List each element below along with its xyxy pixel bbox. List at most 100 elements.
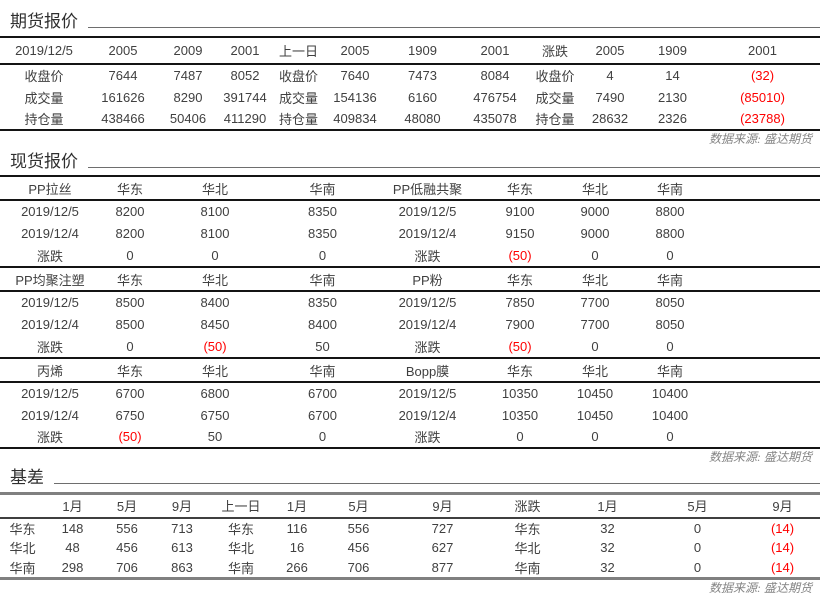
table-row: 2019/12/5 2005 2009 2001 上一日 2005 1909 2001 涨跌 20… [0, 37, 820, 64]
table-cell [710, 426, 820, 448]
table-cell: 8052 [230, 68, 260, 83]
spot-band-1-head: PP拉丝 华东 华北 华南 PP低融共聚 华东 华北 华南 [0, 176, 820, 200]
table-cell: (14) [770, 520, 795, 536]
table-cell: 266 [286, 559, 308, 575]
table-cell: 0 [666, 338, 674, 354]
table-cell: 435078 [473, 111, 517, 126]
table-cell: 8350 [308, 225, 337, 241]
table-cell: 5月 [116, 499, 138, 515]
table-cell: 148 [61, 520, 84, 536]
spot-table-band-3: 丙烯 华东 华北 华南 Bopp膜 华东 华北 华南 2019/12/5 6700 6800 670… [0, 357, 820, 449]
table-cell: 华东 [9, 521, 36, 537]
table-cell: 8400 [200, 295, 230, 310]
table-cell: 9100 [505, 204, 535, 219]
table-cell: 成交量 [535, 90, 575, 106]
table-cell: 0 [591, 338, 599, 354]
table-cell: 2001 [748, 43, 777, 58]
futures-source-note: 数据来源: 盛达期货 [709, 132, 812, 146]
table-cell: 华南 [656, 181, 683, 197]
table-cell [710, 222, 820, 244]
table-cell: 华南 [309, 181, 336, 197]
table-row: 2019/12/4 8200 8100 8350 2019/12/4 9150 9000 88… [0, 222, 820, 244]
table-cell [710, 404, 820, 426]
basis-table: 1月 5月 9月 上一日 1月 5月 9月 涨跌 1月 5月 9月 华东 148 556 713 华东 116… [0, 492, 820, 580]
table-cell: 7700 [580, 295, 610, 310]
basis-section: 基差 1月 5月 9月 上一日 1月 5月 9月 涨跌 1月 5月 9月 华东 148 556 713 华东… [0, 464, 820, 595]
table-cell: 上一日 [221, 499, 261, 515]
table-cell: 8350 [308, 295, 337, 310]
table-cell: 0 [591, 247, 599, 263]
table-cell: 涨跌 [414, 339, 441, 355]
table-cell: 0 [666, 429, 674, 444]
title-rule [88, 27, 820, 28]
table-cell: 华北 [201, 272, 228, 288]
table-cell: 收盘价 [24, 69, 64, 84]
table-cell: 8100 [200, 204, 230, 219]
table-cell: 8290 [173, 89, 203, 105]
basis-title-text: 基差 [10, 468, 44, 487]
table-cell: 1月 [62, 499, 83, 515]
table-cell: 556 [116, 520, 138, 536]
table-cell: 8800 [655, 225, 685, 241]
table-cell: 2019/12/5 [21, 295, 79, 310]
table-cell: 华东 [116, 181, 143, 197]
table-cell: 2009 [173, 43, 203, 58]
table-cell: 7473 [408, 68, 437, 83]
table-cell: 0 [693, 540, 702, 555]
table-cell: 9月 [772, 499, 793, 515]
table-cell: 成交量 [278, 90, 318, 106]
table-cell: 438466 [101, 111, 145, 126]
table-cell: 0 [318, 429, 327, 444]
table-cell: 8800 [655, 204, 685, 219]
table-cell: 391744 [223, 89, 267, 105]
table-cell: 456 [347, 540, 370, 555]
table-cell: 4 [606, 68, 614, 83]
table-cell: 2019/12/4 [398, 407, 457, 423]
table-cell: 持仓量 [24, 112, 64, 127]
table-cell: (14) [770, 540, 795, 555]
table-cell [710, 313, 820, 335]
table-cell: 50 [315, 338, 330, 354]
table-cell: 6700 [308, 386, 337, 401]
futures-title-text: 期货报价 [10, 12, 78, 31]
table-cell: 556 [347, 520, 370, 536]
table-cell: 10350 [501, 386, 539, 401]
table-cell: PP拉丝 [28, 181, 72, 197]
table-row: 涨跌 0 0 0 涨跌 (50) 0 0 [0, 244, 820, 266]
table-cell: 9000 [580, 204, 610, 219]
table-cell: 8200 [115, 204, 145, 219]
table-row: PP拉丝 华东 华北 华南 PP低融共聚 华东 华北 华南 [0, 176, 820, 200]
table-cell [710, 382, 820, 404]
table-cell: 2005 [340, 43, 370, 58]
table-cell: 2019/12/4 [21, 225, 79, 241]
spot-band-3-body: 2019/12/5 6700 6800 6700 2019/12/5 10350 10450… [0, 382, 820, 448]
table-cell: 50406 [169, 111, 207, 126]
table-cell: 华南 [227, 560, 254, 576]
table-cell: 8450 [200, 316, 230, 332]
table-cell: 华东 [514, 521, 541, 537]
spot-band-2-head: PP均聚注塑 华东 华北 华南 PP粉 华东 华北 华南 [0, 267, 820, 291]
table-cell: 2326 [658, 111, 687, 126]
table-cell [710, 358, 820, 382]
basis-table-head: 1月 5月 9月 上一日 1月 5月 9月 涨跌 1月 5月 9月 [0, 493, 820, 518]
table-row: 2019/12/5 8200 8100 8350 2019/12/5 9100 9000 88… [0, 200, 820, 222]
table-cell: 48 [65, 540, 80, 555]
table-cell: Bopp膜 [405, 363, 450, 379]
table-cell: 华北 [201, 181, 228, 197]
table-cell: (14) [770, 559, 795, 575]
table-cell: (50) [508, 247, 532, 263]
table-cell: 1909 [408, 43, 437, 58]
table-cell: 14 [665, 68, 680, 83]
table-cell: 0 [211, 247, 219, 263]
table-cell: 863 [171, 559, 193, 575]
table-cell: 丙烯 [36, 363, 63, 379]
spot-tables-wrap: PP拉丝 华东 华北 华南 PP低融共聚 华东 华北 华南 2019/12/5 8200 8100… [0, 175, 820, 449]
table-cell: 2019/12/4 [398, 316, 457, 332]
table-cell: 8350 [308, 204, 337, 219]
table-cell: 华东 [506, 363, 533, 379]
table-row: PP均聚注塑 华东 华北 华南 PP粉 华东 华北 华南 [0, 267, 820, 291]
table-cell [710, 244, 820, 266]
title-rule [88, 167, 820, 168]
table-cell: 48080 [404, 111, 441, 126]
table-row: 华东 148 556 713 华东 116 556 727 华东 32 0 (14) [0, 518, 820, 538]
